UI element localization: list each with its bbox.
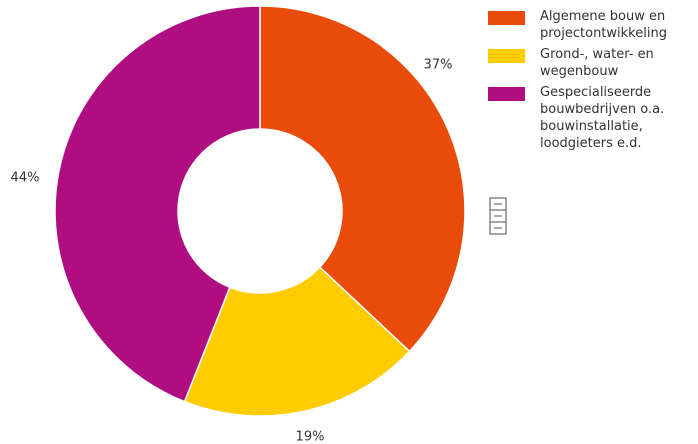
legend-item: Gespecialiseerde bouwbedrijven o.a. bouw… xyxy=(488,84,698,152)
slice-label: 19% xyxy=(296,430,325,444)
donut-slice xyxy=(183,266,411,417)
cbs-logo xyxy=(489,197,507,235)
legend-swatch xyxy=(488,11,525,25)
slice-label: 44% xyxy=(11,171,40,186)
legend-swatch xyxy=(488,49,525,63)
legend-label: Algemene bouw en projectontwikkeling xyxy=(540,9,667,41)
legend-item: Algemene bouw en projectontwikkeling xyxy=(488,8,698,42)
slice-label: 37% xyxy=(424,58,453,73)
legend-swatch xyxy=(488,87,525,101)
legend: Algemene bouw en projectontwikkeling Gron… xyxy=(488,8,698,156)
donut-slice xyxy=(54,5,261,403)
legend-item: Grond-, water- en wegenbouw xyxy=(488,46,698,80)
legend-label: Grond-, water- en wegenbouw xyxy=(540,47,654,79)
legend-label: Gespecialiseerde bouwbedrijven o.a. bouw… xyxy=(540,85,665,151)
donut-slice xyxy=(259,5,466,353)
